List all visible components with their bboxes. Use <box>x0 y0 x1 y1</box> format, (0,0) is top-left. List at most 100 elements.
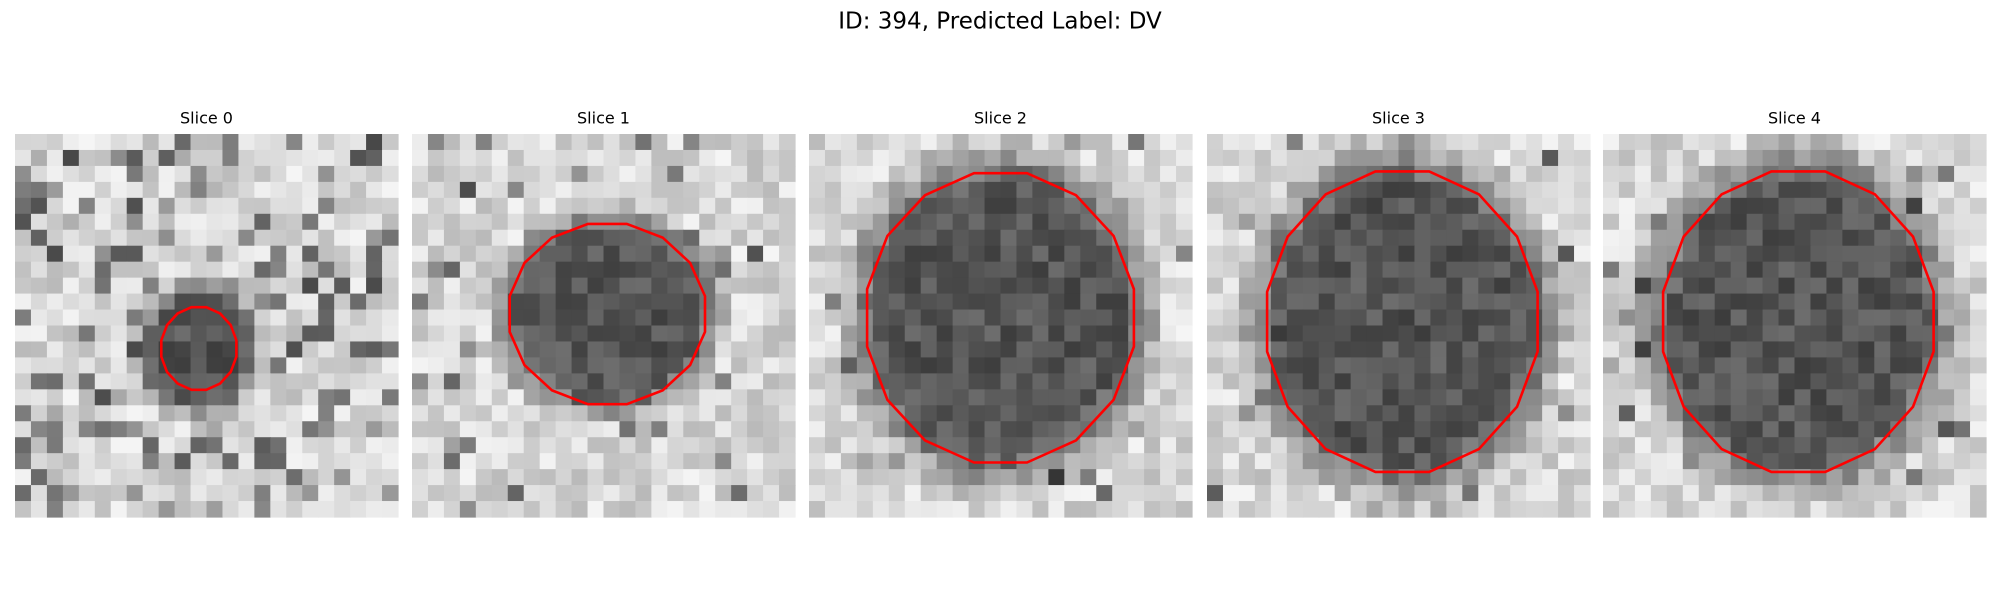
pixel <box>952 405 970 422</box>
pixel <box>238 277 255 295</box>
pixel <box>110 373 128 390</box>
pixel <box>286 373 303 390</box>
pixel <box>1350 357 1368 374</box>
pixel <box>1634 277 1652 295</box>
pixel <box>1603 453 1620 470</box>
pixel <box>158 245 176 263</box>
pixel <box>1526 437 1543 454</box>
pixel <box>1618 357 1636 374</box>
pixel <box>1938 245 1955 263</box>
pixel <box>1446 134 1463 151</box>
pixel <box>523 197 541 215</box>
pixel <box>1207 501 1224 518</box>
pixel <box>443 357 461 374</box>
pixel <box>619 453 637 470</box>
pixel <box>1144 341 1161 359</box>
pixel <box>1462 341 1479 359</box>
pixel <box>667 421 684 438</box>
pixel <box>809 229 826 247</box>
pixel <box>1160 309 1177 327</box>
pixel <box>715 134 732 151</box>
pixel <box>555 421 573 438</box>
pixel <box>30 293 48 311</box>
pixel <box>1794 325 1812 343</box>
pixel <box>1603 277 1620 295</box>
pixel <box>635 181 652 199</box>
pixel <box>888 405 906 422</box>
pixel <box>443 341 461 359</box>
pixel <box>459 453 477 470</box>
pixel <box>1334 293 1352 311</box>
pixel <box>174 229 192 247</box>
pixel <box>1618 437 1636 454</box>
pixel <box>1890 453 1907 470</box>
pixel <box>1906 325 1923 343</box>
pixel <box>1270 277 1288 295</box>
pixel <box>206 501 224 518</box>
pixel <box>94 501 112 518</box>
pixel <box>366 325 383 343</box>
pixel <box>1510 341 1527 359</box>
pixel <box>412 229 429 247</box>
pixel <box>984 261 1002 279</box>
pixel <box>763 245 780 263</box>
pixel <box>382 149 399 167</box>
pixel <box>110 501 128 518</box>
pixel <box>1080 485 1097 502</box>
pixel <box>1970 149 1987 167</box>
pixel <box>904 389 922 406</box>
pixel <box>1128 389 1145 406</box>
pixel <box>619 213 637 231</box>
pixel <box>1478 469 1495 486</box>
pixel <box>350 501 367 518</box>
pixel <box>1096 149 1113 167</box>
pixel <box>1826 293 1843 311</box>
pixel <box>1254 181 1272 199</box>
pixel <box>872 325 890 343</box>
pixel <box>1666 165 1684 183</box>
pixel <box>1270 325 1288 343</box>
pixel <box>1922 421 1939 438</box>
pixel <box>15 373 32 390</box>
pixel <box>1682 469 1700 486</box>
pixel <box>824 501 842 518</box>
pixel <box>30 134 48 151</box>
pixel <box>824 149 842 167</box>
pixel <box>270 357 287 374</box>
pixel <box>1286 453 1304 470</box>
pixel <box>824 245 842 263</box>
pixel <box>779 357 796 374</box>
pixel <box>1080 229 1097 247</box>
pixel <box>667 485 684 502</box>
pixel <box>126 213 144 231</box>
pixel <box>1970 389 1987 406</box>
pixel <box>382 341 399 359</box>
pixel <box>715 405 732 422</box>
pixel <box>1446 373 1463 390</box>
pixel <box>1890 229 1907 247</box>
pixel <box>619 501 637 518</box>
pixel <box>731 405 748 422</box>
pixel <box>1160 149 1177 167</box>
pixel <box>920 277 938 295</box>
pixel <box>1238 134 1256 151</box>
pixel <box>30 165 48 183</box>
pixel <box>1414 134 1432 151</box>
pixel <box>126 421 144 438</box>
pixel <box>318 197 335 215</box>
pixel <box>1603 134 1620 151</box>
pixel <box>1874 277 1891 295</box>
pixel <box>30 357 48 374</box>
pixel <box>1682 229 1700 247</box>
pixel <box>427 469 445 486</box>
pixel <box>1207 357 1224 374</box>
pixel <box>523 261 541 279</box>
pixel <box>1922 405 1939 422</box>
pixel <box>459 325 477 343</box>
pixel <box>1462 325 1479 343</box>
pixel <box>1064 469 1081 486</box>
pixel <box>1160 437 1177 454</box>
pixel <box>78 405 96 422</box>
pixel <box>1698 389 1716 406</box>
pixel <box>635 485 652 502</box>
